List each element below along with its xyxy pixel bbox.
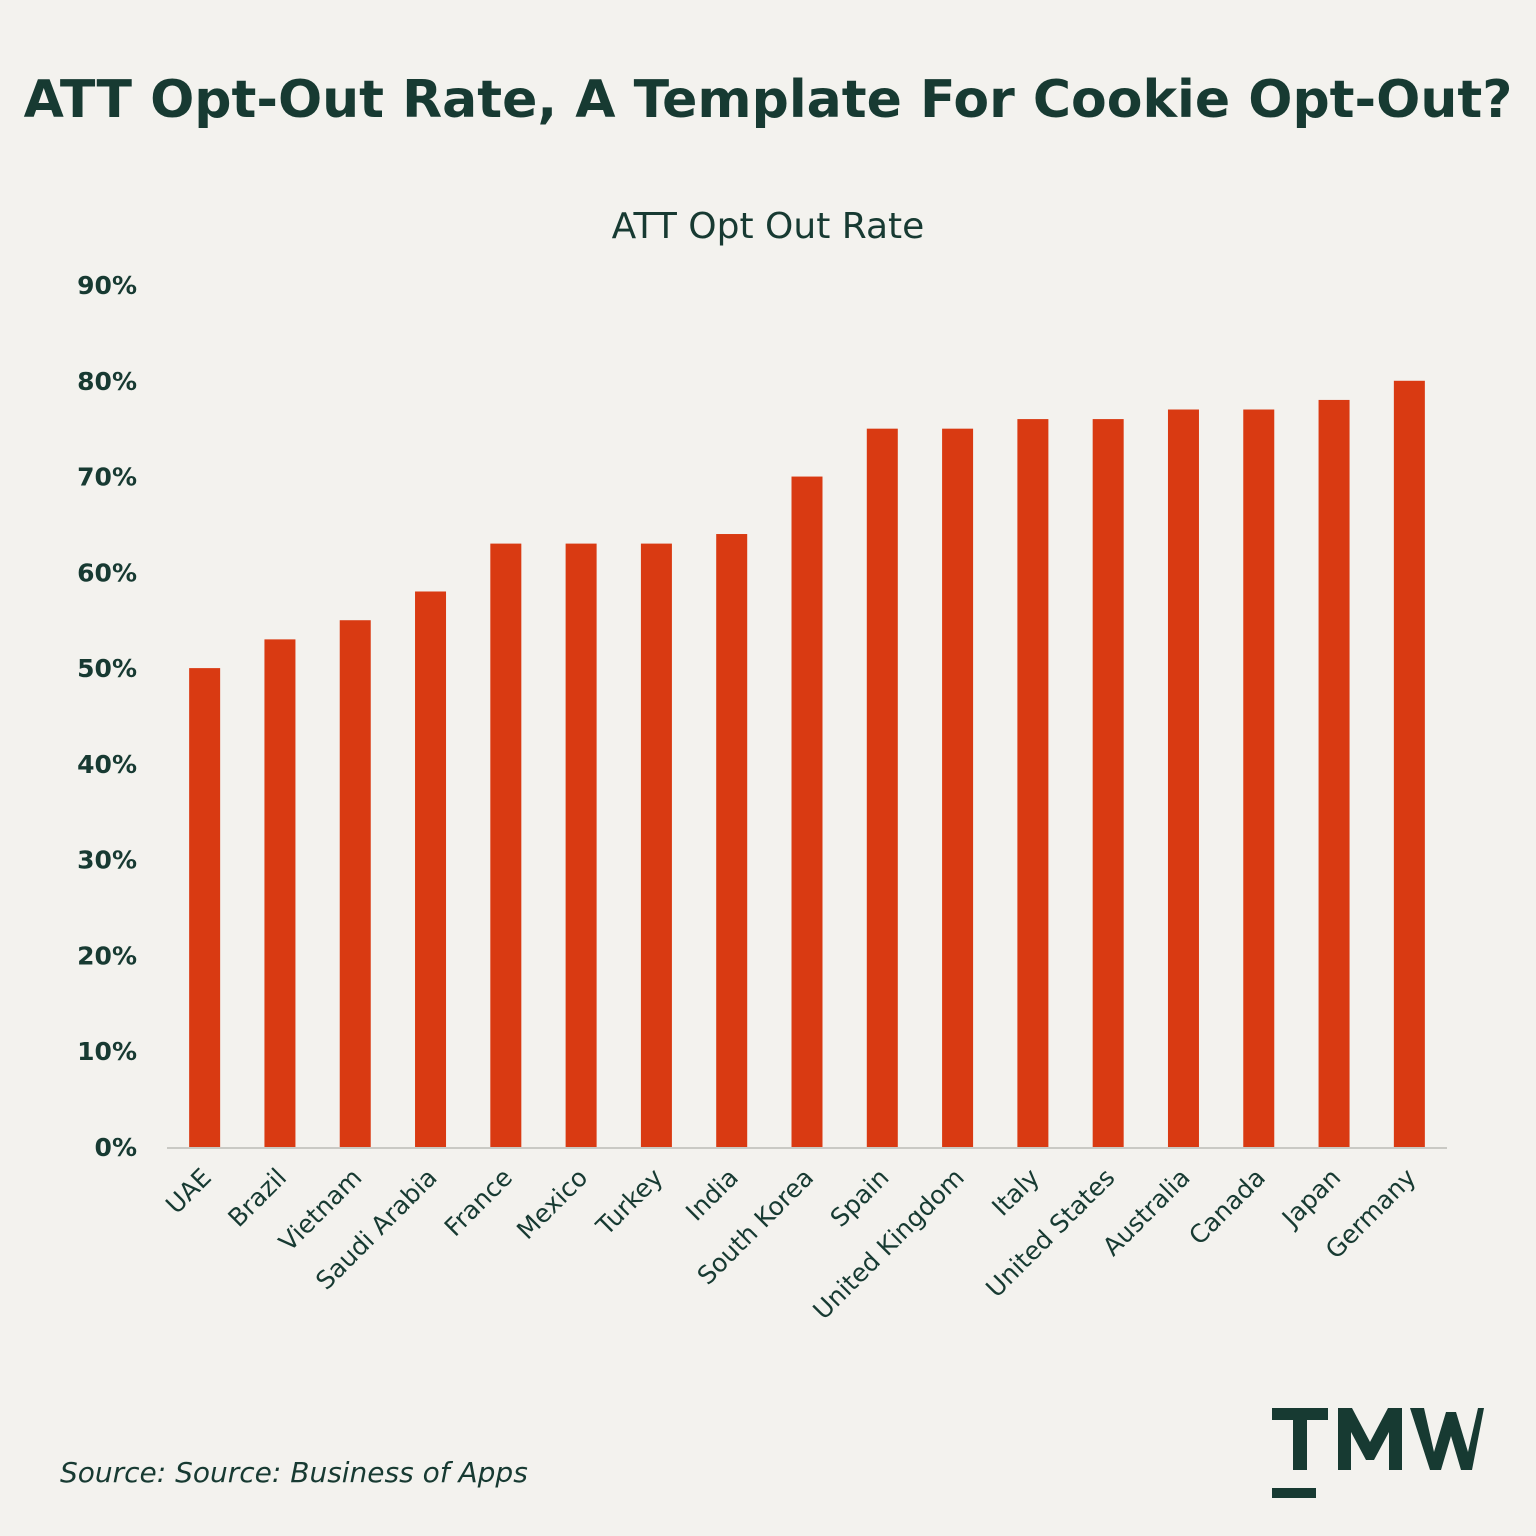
- bar: [1017, 419, 1049, 1148]
- y-axis-ticks: 0% 10% 20% 30% 40% 50% 60% 70% 80% 90%: [77, 271, 137, 1162]
- y-tick-label: 70%: [77, 463, 137, 492]
- bar: [339, 620, 371, 1147]
- bar: [490, 543, 522, 1147]
- bar: [1393, 380, 1425, 1147]
- bar: [716, 534, 748, 1147]
- y-tick-label: 20%: [77, 941, 137, 970]
- x-tick-label: United States: [980, 1163, 1120, 1303]
- source-note: Source: Source: Business of Apps: [60, 1456, 528, 1489]
- bar: [565, 543, 597, 1147]
- y-tick-label: 10%: [77, 1037, 137, 1066]
- x-tick-label: Italy: [986, 1163, 1045, 1222]
- y-tick-label: 0%: [95, 1133, 137, 1162]
- x-tick-label: Mexico: [511, 1163, 593, 1245]
- y-tick-label: 60%: [77, 558, 137, 587]
- y-tick-label: 30%: [77, 846, 137, 875]
- x-tick-label: France: [439, 1163, 518, 1242]
- chart-title: ATT Opt Out Rate: [612, 206, 925, 247]
- bars: [189, 380, 1425, 1148]
- x-tick-label: India: [680, 1163, 744, 1227]
- bar: [189, 668, 221, 1147]
- bar: [791, 476, 823, 1147]
- bar: [1092, 419, 1124, 1148]
- page-headline: ATT Opt-Out Rate, A Template For Cookie …: [23, 70, 1513, 130]
- bar: [866, 428, 898, 1148]
- y-tick-label: 40%: [77, 750, 137, 779]
- bar: [1243, 409, 1275, 1147]
- bar-chart: ATT Opt Out Rate 0% 10% 20% 30% 40% 50% 60% 70%…: [77, 206, 1447, 1326]
- bar: [942, 428, 974, 1148]
- tmw-logo: [1272, 1408, 1484, 1498]
- bar: [640, 543, 672, 1147]
- bar: [264, 639, 296, 1147]
- x-tick-label: Turkey: [590, 1163, 669, 1242]
- x-tick-label: Brazil: [222, 1163, 292, 1233]
- bar: [1318, 399, 1350, 1147]
- y-tick-label: 90%: [77, 271, 137, 300]
- bar: [415, 591, 447, 1147]
- x-tick-label: UAE: [160, 1163, 217, 1220]
- bar: [1167, 409, 1199, 1147]
- y-tick-label: 50%: [77, 654, 137, 683]
- x-tick-label: Canada: [1183, 1163, 1271, 1251]
- x-tick-label: Spain: [825, 1163, 895, 1233]
- x-tick-label: Japan: [1275, 1163, 1346, 1234]
- y-tick-label: 80%: [77, 367, 137, 396]
